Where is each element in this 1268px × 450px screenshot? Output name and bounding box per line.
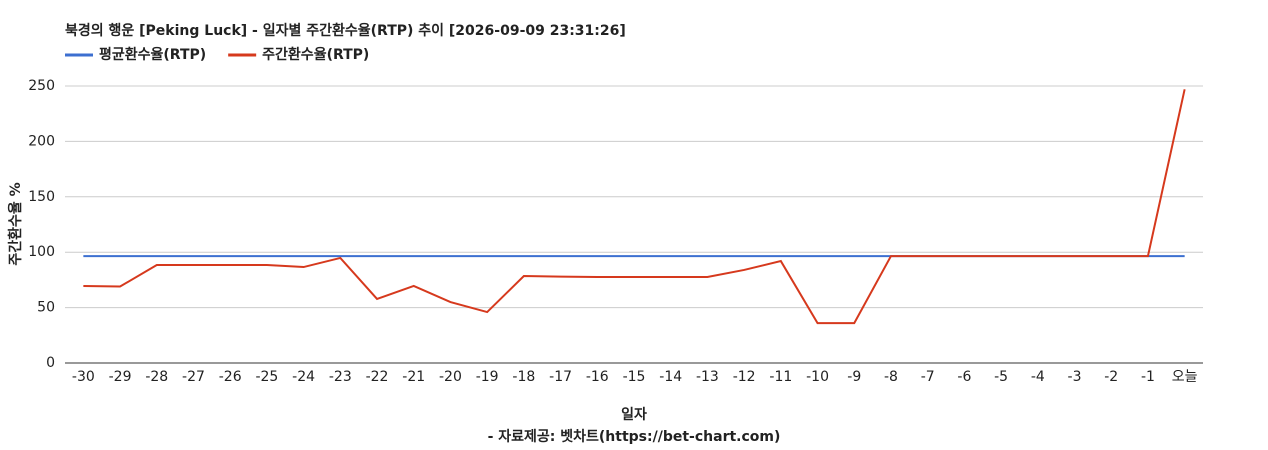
legend-label: 주간환수율(RTP)	[262, 46, 369, 63]
y-tick-label: 0	[46, 355, 55, 371]
y-tick-label: 200	[28, 133, 55, 149]
x-tick-label: -27	[182, 369, 205, 385]
x-tick-label: -29	[109, 369, 132, 385]
x-tick-label: -25	[255, 369, 278, 385]
chart-title: 북경의 행운 [Peking Luck] - 일자별 주간환수율(RTP) 추이…	[65, 22, 626, 39]
y-axis-label: 주간환수율 %	[7, 182, 24, 265]
x-axis-label: 일자	[621, 407, 647, 423]
x-tick-label: -4	[1031, 369, 1045, 385]
x-tick-label: -24	[292, 369, 315, 385]
legend-label: 평균환수율(RTP)	[99, 46, 206, 63]
x-tick-label: -6	[957, 369, 971, 385]
x-tick-label: -23	[329, 369, 352, 385]
x-tick-label: -12	[733, 369, 756, 385]
series-line	[83, 89, 1186, 325]
x-tick-label: -8	[884, 369, 898, 385]
x-tick-label: -19	[476, 369, 499, 385]
x-tick-label: -1	[1141, 369, 1155, 385]
x-tick-label: -9	[847, 369, 861, 385]
x-tick-label: -11	[769, 369, 792, 385]
footer: - 자료제공: 벳차트(https://bet-chart.com)	[488, 428, 781, 445]
x-tick-label: -26	[219, 369, 242, 385]
x-tick-label: -7	[921, 369, 935, 385]
x-tick-label: -13	[696, 369, 719, 385]
x-tick-label: -16	[586, 369, 609, 385]
x-tick-label: -17	[549, 369, 572, 385]
x-tick-label: -22	[366, 369, 389, 385]
x-tick-label: -30	[72, 369, 95, 385]
y-tick-label: 250	[28, 78, 55, 94]
x-tick-label: -14	[659, 369, 682, 385]
y-tick-label: 100	[28, 244, 55, 260]
y-tick-label: 50	[37, 300, 55, 316]
x-tick-label: 오늘	[1172, 369, 1198, 385]
x-tick-label: -10	[806, 369, 829, 385]
x-tick-label: -15	[623, 369, 646, 385]
x-tick-label: -18	[512, 369, 535, 385]
x-tick-label: -3	[1068, 369, 1082, 385]
x-tick-label: -5	[994, 369, 1008, 385]
x-tick-label: -28	[145, 369, 168, 385]
x-tick-label: -21	[402, 369, 425, 385]
x-tick-label: -2	[1104, 369, 1118, 385]
y-tick-label: 150	[28, 189, 55, 205]
x-tick-label: -20	[439, 369, 462, 385]
